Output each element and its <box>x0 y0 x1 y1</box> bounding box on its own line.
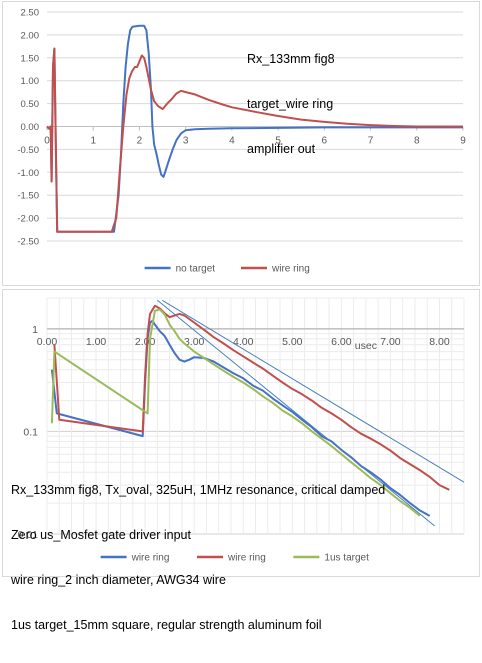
y-tick-label: -2.00 <box>17 214 39 225</box>
x-tick-label: 5.00 <box>282 336 303 348</box>
x-tick-label: 2 <box>137 136 143 147</box>
x-axis-title: usec <box>355 340 377 352</box>
x-tick-label: 6.00 <box>331 336 352 348</box>
annotation-top: Rx_133mm fig8 target_wire ring amplifier… <box>247 22 335 187</box>
y-tick-label: 0.01 <box>18 529 39 541</box>
y-tick-label: -0.50 <box>17 145 39 156</box>
series-line <box>46 47 463 233</box>
legend-label: no target <box>176 264 216 275</box>
x-tick-label: 7.00 <box>380 336 401 348</box>
annotation-line: Rx_133mm fig8 <box>247 52 335 66</box>
legend-label: wire ring <box>227 553 266 564</box>
y-tick-label: 0.50 <box>21 99 40 110</box>
chart-top: 2.50 2.00 1.50 1.00 0.50 0.00 -0.50 -1.00 -1.50 -… <box>17 8 466 275</box>
legend-label: 1us target <box>324 553 369 564</box>
x-tick-label: 0.00 <box>37 336 58 348</box>
y-tick-label: 2.00 <box>21 30 40 41</box>
y-tick-label: 0.1 <box>23 426 38 438</box>
y-tick-label: -1.50 <box>17 191 39 202</box>
x-tick-label: 8.00 <box>429 336 450 348</box>
x-tick-label: 8 <box>414 136 420 147</box>
annotation-bottom: Rx_133mm fig8, Tx_oval, 325uH, 1MHz reso… <box>11 453 385 663</box>
series-line <box>53 304 450 491</box>
annotation-line: 1us target_15mm square, regular strength… <box>11 618 322 632</box>
x-tick-label: 6 <box>322 136 328 147</box>
decay-guide-line <box>162 299 465 483</box>
y-tick-label: 0.00 <box>21 122 40 133</box>
x-tick-label: 1 <box>90 136 96 147</box>
annotation-line: Rx_133mm fig8, Tx_oval, 325uH, 1MHz reso… <box>11 483 386 497</box>
y-tick-label: -1.00 <box>17 168 39 179</box>
chart-bottom: 1 0.1 0.01 0.00 1.00 2.00 3.00 4.00 5.00 6.00 7.00… <box>18 297 465 564</box>
x-tick-label: 9 <box>460 136 466 147</box>
legend-label: wire ring <box>131 553 170 564</box>
x-tick-label: 4 <box>229 136 235 147</box>
decay-guide-line <box>157 299 435 527</box>
y-tick-label: -2.50 <box>17 237 39 248</box>
y-tick-label: 1.50 <box>21 53 40 64</box>
x-tick-label: 0 <box>44 136 50 147</box>
x-tick-label: 3.00 <box>184 336 205 348</box>
x-tick-label: 4.00 <box>233 336 254 348</box>
legend-label: wire ring <box>271 264 310 275</box>
chart-panel-top: 2.50 2.00 1.50 1.00 0.50 0.00 -0.50 -1.00 -1.50 -… <box>2 1 480 286</box>
series-line <box>50 308 421 517</box>
annotation-line: Zero us_Mosfet gate driver input <box>11 528 191 542</box>
annotation-line: wire ring_2 inch diameter, AWG34 wire <box>11 573 226 587</box>
annotation-line: target_wire ring <box>247 97 334 111</box>
y-tick-label: 1 <box>32 324 38 336</box>
annotation-line: amplifier out <box>247 142 316 156</box>
chart-panel-bottom: 1 0.1 0.01 0.00 1.00 2.00 3.00 4.00 5.00 6.00 7.00… <box>2 289 480 632</box>
y-tick-label: 2.50 <box>21 8 40 19</box>
x-tick-label: 5 <box>275 136 281 147</box>
y-tick-label: 1.00 <box>21 76 40 87</box>
x-tick-label: 7 <box>368 136 374 147</box>
x-tick-label: 2.00 <box>135 336 156 348</box>
x-tick-label: 1.00 <box>86 336 107 348</box>
x-tick-label: 3 <box>183 136 189 147</box>
